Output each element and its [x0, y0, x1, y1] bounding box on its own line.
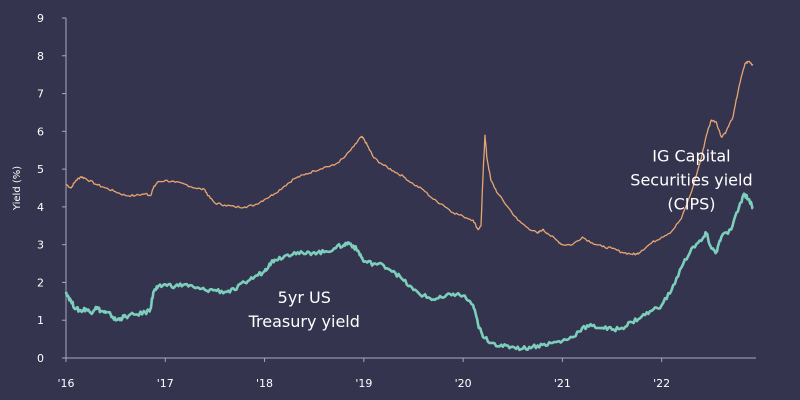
cips-label: IG Capital — [652, 147, 730, 166]
y-tick-label: 7 — [37, 88, 44, 101]
y-tick-label: 9 — [37, 12, 44, 25]
y-ticks: 0 1 2 3 4 5 6 7 8 9 — [37, 12, 66, 365]
y-tick-label: 2 — [37, 276, 44, 289]
treasury-5yr-yield-line — [64, 192, 754, 352]
treasury-label: Treasury yield — [248, 312, 360, 331]
series-lines — [64, 60, 754, 352]
cips-label: (CIPS) — [667, 195, 715, 214]
x-tick-label: '18 — [256, 377, 273, 390]
treasury-label: 5yr US — [278, 288, 331, 307]
cips-yield-line — [65, 60, 754, 256]
y-tick-label: 8 — [37, 50, 44, 63]
y-tick-label: 5 — [37, 163, 44, 176]
cips-label: Securities yield — [630, 171, 752, 190]
y-tick-label: 3 — [37, 239, 44, 252]
y-tick-label: 4 — [37, 201, 44, 214]
x-tick-label: '16 — [57, 377, 74, 390]
y-tick-label: 0 — [37, 352, 44, 365]
y-axis-label: Yield (%) — [12, 166, 23, 211]
annotations: IG Capital Securities yield (CIPS) 5yr US Tr… — [248, 147, 753, 332]
x-tick-label: '22 — [653, 377, 670, 390]
x-tick-label: '19 — [355, 377, 372, 390]
y-tick-label: 1 — [37, 314, 44, 327]
x-tick-label: '21 — [554, 377, 571, 390]
x-tick-label: '20 — [455, 377, 472, 390]
x-ticks: '16 '17 '18 '19 '20 '21 '22 — [57, 358, 670, 390]
y-tick-label: 6 — [37, 125, 44, 138]
x-tick-label: '17 — [157, 377, 174, 390]
